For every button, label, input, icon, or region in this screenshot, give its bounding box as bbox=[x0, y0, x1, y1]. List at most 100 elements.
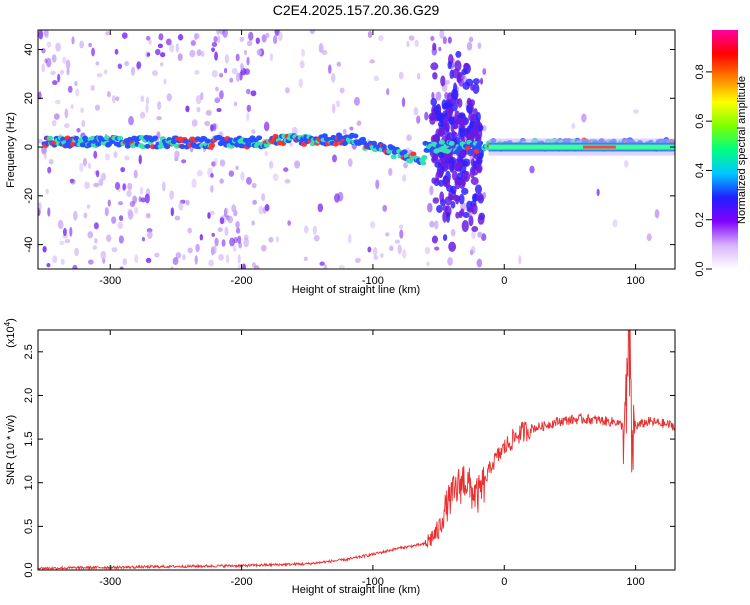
noise-cell bbox=[439, 30, 445, 39]
noise-cell bbox=[91, 47, 95, 57]
noise-cell bbox=[244, 68, 250, 75]
noise-cell bbox=[191, 178, 197, 188]
noise-cell bbox=[246, 176, 252, 185]
ridge-cell bbox=[117, 135, 124, 141]
snr-line bbox=[38, 330, 675, 570]
noise-cell bbox=[42, 245, 47, 253]
noise-cell bbox=[227, 215, 234, 224]
noise-cell bbox=[121, 32, 128, 39]
burst-cell bbox=[455, 50, 462, 58]
noise-cell bbox=[466, 41, 473, 51]
ridge-cell bbox=[144, 143, 151, 149]
noise-cell bbox=[130, 66, 136, 76]
ridge-cell bbox=[438, 139, 445, 145]
y-tick-label: 2.5 bbox=[23, 344, 35, 359]
ridge-cell bbox=[410, 151, 417, 157]
noise-cell bbox=[86, 204, 91, 209]
noise-cell bbox=[79, 162, 84, 173]
noise-cell bbox=[93, 182, 100, 188]
noise-cell bbox=[261, 244, 267, 252]
x-tick-label: -200 bbox=[231, 576, 253, 588]
noise-cell bbox=[223, 67, 228, 74]
noise-cell bbox=[468, 36, 474, 43]
noise-cell bbox=[372, 246, 378, 257]
burst-cell bbox=[448, 241, 457, 252]
noise-cell bbox=[211, 161, 216, 167]
noise-cell bbox=[139, 111, 146, 119]
noise-cell bbox=[195, 243, 200, 253]
noise-cell bbox=[398, 224, 403, 230]
burst-cell bbox=[454, 60, 462, 72]
noise-cell bbox=[174, 150, 180, 159]
noise-cell bbox=[194, 255, 198, 265]
x-tick-label: 100 bbox=[626, 275, 644, 287]
burst-cell bbox=[475, 111, 481, 122]
noise-cell bbox=[189, 49, 196, 58]
noise-cell bbox=[654, 209, 660, 219]
noise-cell bbox=[117, 221, 124, 230]
noise-cell bbox=[128, 116, 134, 126]
noise-cell bbox=[273, 35, 278, 45]
y-tick-label: 0 bbox=[23, 144, 35, 150]
noise-cell bbox=[285, 87, 290, 94]
noise-cell bbox=[93, 150, 98, 159]
noise-cell bbox=[624, 159, 629, 168]
burst-cell bbox=[445, 107, 454, 114]
noise-cell bbox=[338, 264, 345, 269]
burst-cell bbox=[465, 78, 474, 87]
noise-cell bbox=[284, 178, 291, 184]
noise-cell bbox=[111, 247, 118, 253]
noise-cell bbox=[69, 178, 75, 183]
ridge-cell bbox=[204, 138, 211, 144]
noise-cell bbox=[321, 49, 328, 55]
x-tick-label: -200 bbox=[231, 275, 253, 287]
snr-y-ticks: 0.0 0.5 1.0 1.5 2.0 2.5 bbox=[23, 344, 675, 578]
noise-cell bbox=[57, 219, 64, 230]
noise-cell bbox=[225, 207, 229, 216]
noise-cell bbox=[52, 255, 58, 264]
noise-cell bbox=[96, 73, 103, 78]
burst-cell bbox=[469, 166, 476, 179]
noise-cell bbox=[102, 257, 106, 264]
noise-cell bbox=[342, 128, 347, 135]
spectrogram-frame bbox=[37, 29, 676, 270]
noise-cell bbox=[518, 255, 522, 265]
burst-cell bbox=[461, 187, 469, 195]
ridge-cell bbox=[332, 141, 339, 147]
burst-cell bbox=[461, 219, 469, 232]
noise-cell bbox=[277, 31, 283, 42]
noise-cell bbox=[59, 69, 65, 75]
noise-cell bbox=[228, 170, 235, 177]
noise-cell bbox=[216, 107, 222, 113]
ridge-cell bbox=[47, 135, 54, 141]
noise-cell bbox=[159, 62, 164, 67]
burst-cell bbox=[470, 127, 477, 139]
noise-cell bbox=[268, 160, 274, 169]
noise-cell bbox=[239, 71, 243, 81]
noise-cell bbox=[309, 30, 316, 35]
noise-cell bbox=[408, 35, 415, 41]
burst-cell bbox=[433, 105, 439, 113]
burst-cell bbox=[448, 117, 456, 125]
noise-cell bbox=[76, 128, 81, 133]
ridge-cell bbox=[152, 135, 159, 141]
noise-cell bbox=[268, 236, 274, 243]
noise-cell bbox=[170, 266, 174, 269]
noise-cell bbox=[317, 203, 324, 213]
noise-cell bbox=[479, 77, 484, 85]
x-tick-label: -100 bbox=[362, 576, 384, 588]
noise-cell bbox=[210, 185, 214, 193]
colorbar-tick-label: 0.6 bbox=[694, 114, 706, 129]
burst-cell bbox=[437, 121, 445, 128]
noise-cell bbox=[251, 262, 256, 268]
noise-cell bbox=[98, 178, 104, 187]
noise-cell bbox=[219, 159, 226, 167]
ridge-cell bbox=[256, 135, 263, 141]
noise-cell bbox=[397, 244, 402, 255]
noise-cell bbox=[233, 101, 238, 107]
burst-cell bbox=[477, 214, 485, 225]
noise-cell bbox=[43, 152, 47, 160]
ridge-cell bbox=[174, 143, 181, 149]
ridge-cell bbox=[70, 141, 77, 147]
snr-series bbox=[38, 330, 675, 570]
